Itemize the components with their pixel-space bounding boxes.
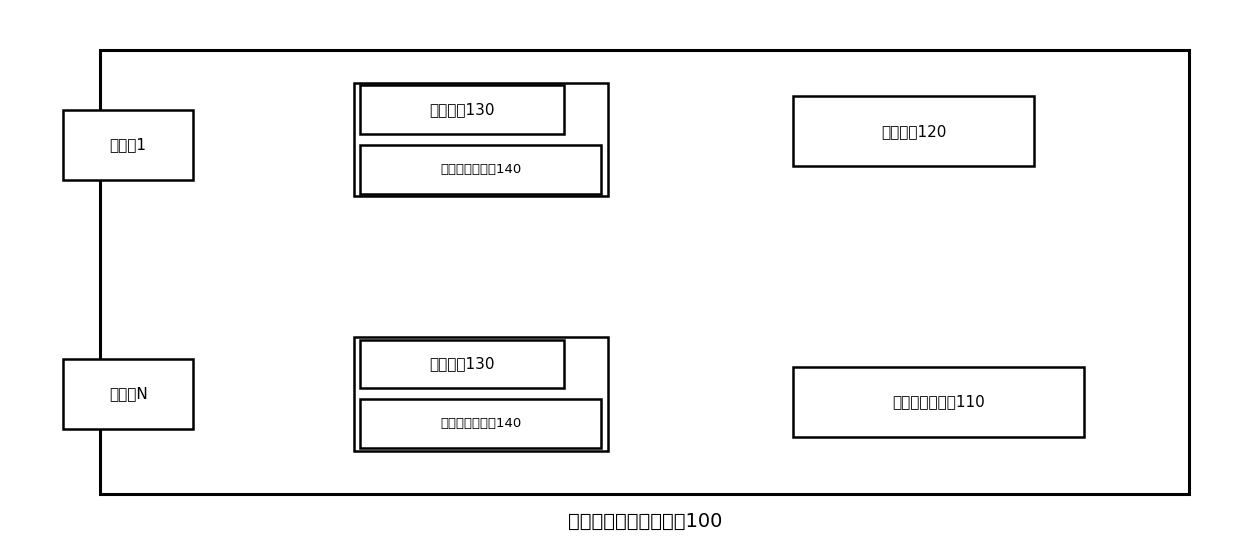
Bar: [360, 85, 564, 134]
Bar: [360, 339, 564, 388]
Bar: [360, 399, 601, 448]
Bar: [360, 145, 601, 194]
Text: 电池包控制开关140: 电池包控制开关140: [440, 163, 522, 176]
Text: 上电电路130: 上电电路130: [429, 102, 495, 117]
Bar: [353, 83, 608, 196]
Text: 多包并联互充控制电路100: 多包并联互充控制电路100: [568, 511, 722, 530]
Text: 电池包N: 电池包N: [109, 386, 148, 401]
Text: 上电电路130: 上电电路130: [429, 356, 495, 372]
Bar: [63, 358, 193, 429]
Text: 电池包检测单元110: 电池包检测单元110: [893, 394, 985, 410]
Text: 电池包控制开关140: 电池包控制开关140: [440, 417, 522, 430]
Bar: [794, 367, 1084, 437]
Bar: [63, 110, 193, 180]
Text: 电池包1: 电池包1: [109, 137, 146, 152]
Bar: [100, 50, 1189, 494]
Text: 控制单元120: 控制单元120: [882, 124, 946, 139]
Bar: [353, 337, 608, 450]
Bar: [794, 96, 1034, 166]
